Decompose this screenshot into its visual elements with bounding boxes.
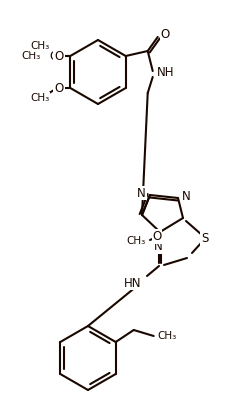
- Text: HN: HN: [124, 277, 141, 290]
- Text: O: O: [50, 49, 59, 62]
- Text: NH: NH: [157, 67, 174, 80]
- Text: O: O: [55, 82, 64, 95]
- Text: N: N: [137, 186, 146, 199]
- Text: CH₃: CH₃: [31, 93, 50, 103]
- Text: O: O: [152, 230, 162, 243]
- Text: N: N: [154, 240, 162, 253]
- Text: N: N: [182, 189, 191, 202]
- Text: CH₃: CH₃: [158, 331, 177, 341]
- Text: CH₃: CH₃: [31, 41, 50, 51]
- Text: CH₃: CH₃: [21, 51, 40, 61]
- Text: O: O: [161, 28, 170, 41]
- Text: CH₃: CH₃: [127, 236, 146, 246]
- Text: O: O: [55, 49, 64, 62]
- Text: S: S: [201, 232, 209, 245]
